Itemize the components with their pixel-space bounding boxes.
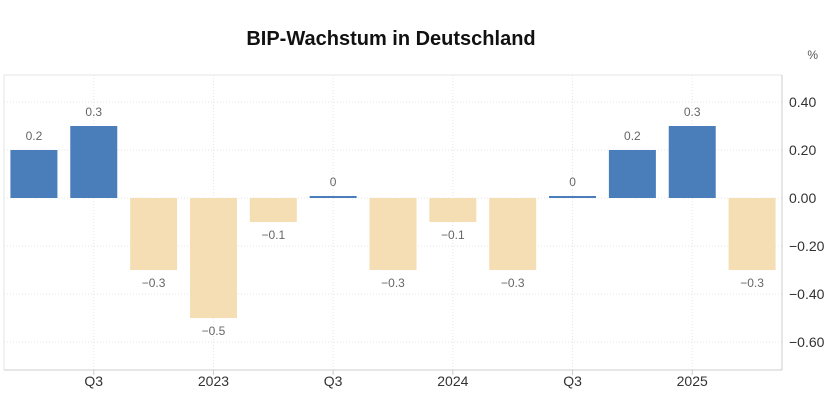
data-label: 0 bbox=[330, 175, 337, 189]
bar bbox=[429, 198, 477, 222]
y-tick-label: 0.40 bbox=[789, 94, 816, 110]
bar bbox=[549, 196, 597, 198]
bar bbox=[489, 198, 537, 270]
x-tick-label: Q3 bbox=[324, 373, 343, 389]
bar bbox=[608, 150, 656, 198]
data-label: 0.2 bbox=[624, 129, 641, 143]
x-tick-label: Q3 bbox=[563, 373, 582, 389]
data-label: −0.3 bbox=[142, 276, 166, 290]
bar bbox=[369, 198, 417, 270]
y-tick-label: 0.00 bbox=[789, 190, 816, 206]
x-tick-label: 2023 bbox=[198, 373, 229, 389]
data-label: −0.3 bbox=[740, 276, 764, 290]
x-tick-label: 2025 bbox=[677, 373, 708, 389]
bar bbox=[309, 196, 357, 198]
data-label: 0.3 bbox=[684, 105, 701, 119]
y-tick-label: −0.40 bbox=[789, 286, 825, 302]
unit-label: % bbox=[807, 48, 818, 62]
data-label: −0.5 bbox=[202, 324, 226, 338]
bar bbox=[10, 150, 58, 198]
bar bbox=[249, 198, 297, 222]
bar bbox=[728, 198, 776, 270]
data-label: −0.1 bbox=[441, 228, 465, 242]
bar bbox=[130, 198, 178, 270]
data-label: −0.3 bbox=[501, 276, 525, 290]
data-label: 0.2 bbox=[26, 129, 43, 143]
x-tick-label: Q3 bbox=[84, 373, 103, 389]
data-label: −0.3 bbox=[381, 276, 405, 290]
data-label: 0 bbox=[569, 175, 576, 189]
y-tick-label: −0.60 bbox=[789, 334, 825, 350]
data-label: 0.3 bbox=[85, 105, 102, 119]
bar bbox=[189, 198, 237, 318]
y-tick-label: 0.20 bbox=[789, 142, 816, 158]
data-label: −0.1 bbox=[261, 228, 285, 242]
bar bbox=[668, 126, 716, 198]
bar bbox=[70, 126, 118, 198]
y-tick-label: −0.20 bbox=[789, 238, 825, 254]
chart-title: BIP-Wachstum in Deutschland bbox=[246, 28, 536, 50]
x-tick-label: 2024 bbox=[437, 373, 468, 389]
